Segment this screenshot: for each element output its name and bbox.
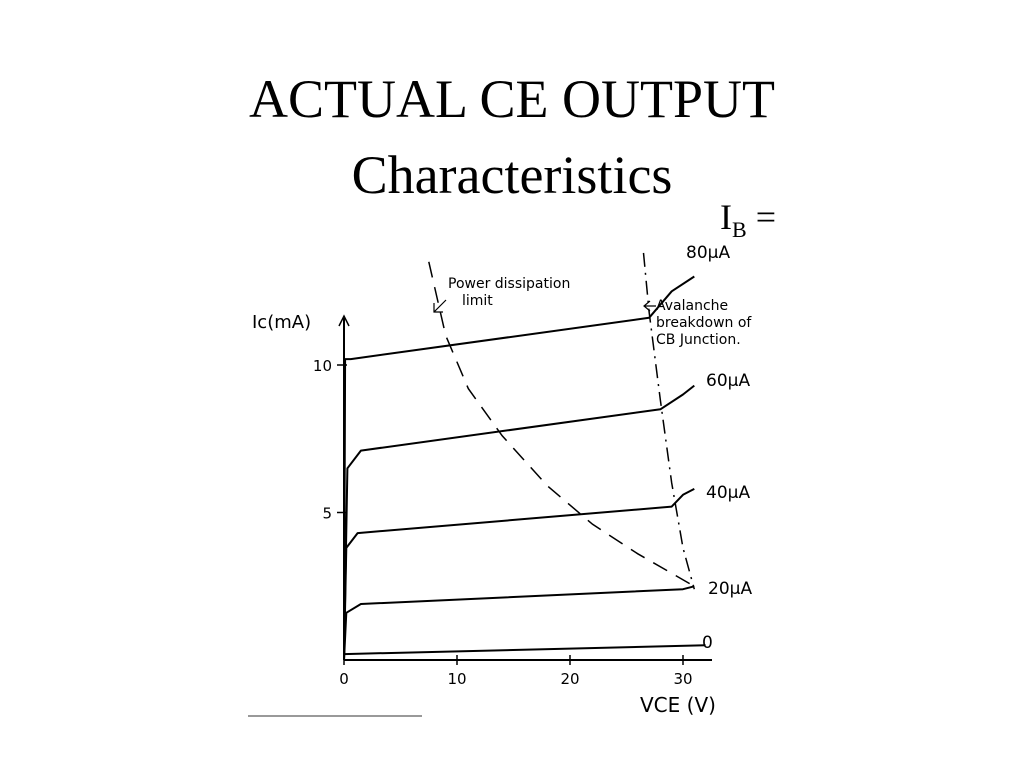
series-line: [343, 488, 695, 661]
curve-label: 80µA: [686, 243, 730, 263]
curve-label: 60µA: [706, 371, 750, 391]
y-tick-label: 10: [313, 357, 332, 375]
y-axis-label: Ic(mA): [252, 312, 311, 333]
curve-label: 20µA: [708, 579, 752, 599]
curves: [343, 252, 706, 661]
series-line: [343, 585, 695, 661]
boundary-line: [428, 261, 695, 587]
power-arrow: [433, 299, 447, 313]
curve-label: 0: [702, 633, 713, 653]
y-tick-label: 5: [322, 505, 332, 523]
x-axis-label: VCE (V): [640, 693, 716, 717]
x-tick-label: 0: [339, 670, 349, 688]
axes: 0 10 20 30 5 10: [313, 314, 712, 688]
annotation-line: breakdown of: [656, 315, 752, 331]
labels: Ic(mA) VCE (V) 80µA 60µA 40µA 20µA 0 Power diss…: [252, 243, 752, 717]
ib-label-sub: B: [732, 217, 747, 243]
series-line: [343, 275, 695, 661]
curve-label: 40µA: [706, 483, 750, 503]
x-tick-label: 20: [560, 670, 579, 688]
annotation-line: CB Junction.: [656, 332, 741, 348]
slide-title-line1: ACTUAL CE OUTPUT: [249, 69, 775, 129]
x-tick-label: 30: [673, 670, 692, 688]
y-axis-arrow: [338, 314, 350, 327]
avalanche-arrow: [643, 300, 656, 312]
ib-label: IB =: [720, 196, 776, 243]
annotation-line: limit: [462, 293, 493, 309]
slide-title-line2: Characteristics: [351, 145, 673, 205]
x-tick-label: 10: [447, 670, 466, 688]
ib-label-eq: =: [746, 197, 776, 237]
series-line: [343, 644, 706, 656]
annotation-line: Avalanche: [656, 298, 728, 314]
ib-label-main: I: [720, 197, 732, 237]
series-line: [343, 384, 695, 661]
annotation-line: Power dissipation: [448, 276, 570, 292]
